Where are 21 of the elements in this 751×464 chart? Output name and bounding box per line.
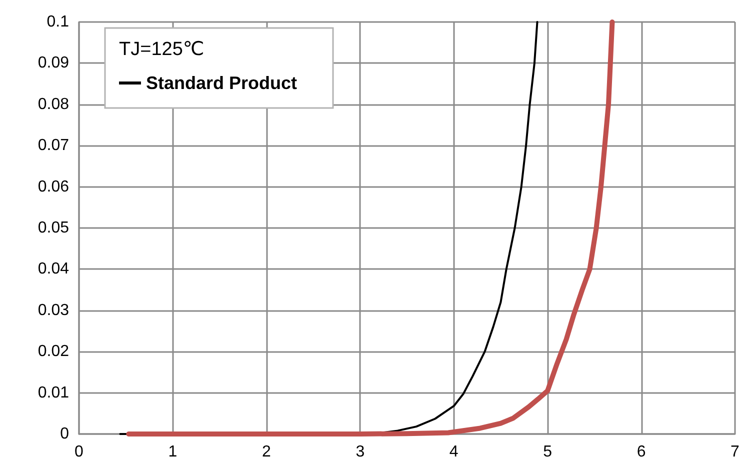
x-tick-label: 4 xyxy=(449,444,458,460)
x-tick-label: 6 xyxy=(636,444,646,460)
x-tick-label: 2 xyxy=(262,444,271,460)
y-tick-label: 0.07 xyxy=(38,137,70,154)
x-tick-label: 1 xyxy=(168,444,178,460)
y-tick-label: 0.09 xyxy=(38,54,70,72)
y-tick-label: 0.1 xyxy=(46,14,70,30)
legend-title: TJ=125℃ xyxy=(119,39,204,60)
x-tick-label: 0 xyxy=(74,444,84,460)
legend-label: Standard Product xyxy=(146,73,298,93)
y-tick-label: 0.08 xyxy=(38,96,70,113)
x-tick-label: 7 xyxy=(730,444,740,460)
y-tick-label: 0.06 xyxy=(38,178,70,196)
y-tick-label: 0.01 xyxy=(38,384,70,402)
x-tick-label: 5 xyxy=(543,444,552,460)
y-tick-label: 0.05 xyxy=(38,220,70,236)
y-tick-label: 0 xyxy=(60,426,70,442)
y-tick-label: 0.04 xyxy=(38,260,70,278)
y-tick-label: 0.03 xyxy=(38,302,70,319)
y-tick-label: 0.02 xyxy=(38,343,70,360)
x-tick-label: 3 xyxy=(356,444,365,460)
